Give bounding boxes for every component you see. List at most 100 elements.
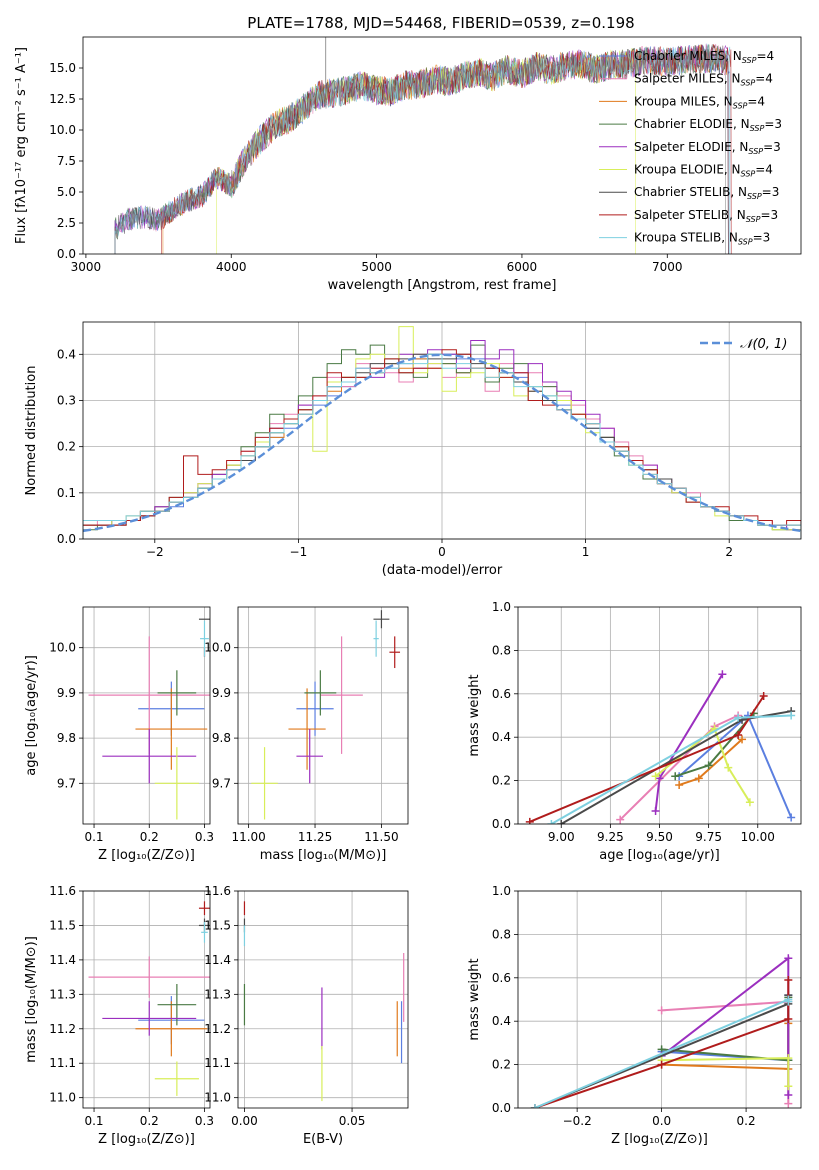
y-axis-label: Normed distribution xyxy=(24,366,39,496)
legend-label: Kroupa ELODIE, NSSP=4 xyxy=(634,163,773,179)
plus-marker xyxy=(704,761,713,770)
y-tick-label: 1.0 xyxy=(492,884,511,898)
panel-mass_vs_EBV: 0.00 0.05 11.0 11.1 11.2 11.3 11.4 11.5 11.6 E(B-… xyxy=(204,884,409,1147)
spectrum-line xyxy=(114,43,731,254)
y-tick-label: 12.5 xyxy=(49,92,76,106)
panel-age_vs_Z: 0.1 0.2 0.3 9.7 9.8 9.9 10.0 Z [log₁₀(Z/Z⊙)] age… xyxy=(24,606,214,863)
plot-area xyxy=(88,618,210,820)
x-axis-label: Z [log₁₀(Z/Z⊙)] xyxy=(98,1132,195,1147)
y-tick-label: 0.2 xyxy=(492,774,511,788)
axes-frame xyxy=(82,890,211,1109)
plus-marker xyxy=(671,772,680,781)
x-tick-label: 2 xyxy=(725,545,733,559)
panel-spectrum: 3000 4000 5000 6000 7000 0.0 2.5 5.0 7.5 10.0 12.5… xyxy=(14,36,802,293)
y-tick-label: 10.0 xyxy=(49,123,76,137)
plus-marker xyxy=(759,691,768,700)
weight-line xyxy=(654,726,751,803)
spectrum-line xyxy=(161,44,732,254)
y-tick-label: 11.3 xyxy=(204,987,231,1001)
y-tick-label: 0.8 xyxy=(492,643,511,657)
x-tick-label: 0.05 xyxy=(339,1114,366,1128)
panel-mass_vs_Z: 0.1 0.2 0.3 11.0 11.1 11.2 11.3 11.4 11.5 11.6 Z [… xyxy=(24,884,214,1147)
x-tick-label: 4000 xyxy=(216,260,247,274)
y-tick-label: 11.5 xyxy=(204,918,231,932)
y-tick-label: 7.5 xyxy=(57,154,76,168)
x-tick-label: 6000 xyxy=(507,260,538,274)
y-tick-label: 0.0 xyxy=(492,817,511,831)
y-tick-label: 11.5 xyxy=(49,918,76,932)
spectrum-line xyxy=(114,44,726,254)
error-point xyxy=(304,670,337,716)
x-axis-label: mass [log₁₀(M/M⊙)] xyxy=(260,848,387,863)
plus-marker xyxy=(675,780,684,789)
plot-area xyxy=(251,610,401,820)
x-axis-label: age [log₁₀(age/yr)] xyxy=(599,848,720,863)
y-tick-label: 5.0 xyxy=(57,185,76,199)
plus-marker xyxy=(784,954,793,963)
x-axis-label: Z [log₁₀(Z/Z⊙)] xyxy=(611,1132,708,1147)
y-tick-label: 0.3 xyxy=(57,393,76,407)
x-tick-label: −0.2 xyxy=(563,1114,592,1128)
error-point xyxy=(135,688,208,770)
y-tick-label: 0.2 xyxy=(492,1058,511,1072)
plot-area xyxy=(525,670,796,824)
legend-label: Kroupa STELIB, NSSP=3 xyxy=(634,231,770,247)
x-tick-label: 9.25 xyxy=(597,830,624,844)
x-tick-label: 0.3 xyxy=(195,1114,214,1128)
y-tick-label: 11.1 xyxy=(204,1056,231,1070)
plus-marker xyxy=(738,735,747,744)
error-point xyxy=(296,729,323,784)
y-axis-label: mass weight xyxy=(467,674,482,756)
y-tick-label: 9.8 xyxy=(57,731,76,745)
error-point xyxy=(373,620,379,657)
error-point xyxy=(251,747,278,820)
x-tick-label: 11.00 xyxy=(231,830,265,844)
plus-marker xyxy=(784,997,793,1006)
plus-marker xyxy=(784,975,793,984)
x-tick-label: 0.2 xyxy=(737,1114,756,1128)
y-tick-label: 11.2 xyxy=(49,1022,76,1036)
error-point xyxy=(102,729,197,784)
panel-weight_vs_age: 9.00 9.25 9.50 9.75 10.00 0.0 0.2 0.4 0.6 0.8 1.0 a… xyxy=(467,600,802,863)
plus-marker xyxy=(787,711,796,720)
x-axis-label: wavelength [Angstrom, rest frame] xyxy=(328,278,557,293)
y-tick-label: 0.2 xyxy=(57,440,76,454)
y-tick-label: 0.0 xyxy=(492,1101,511,1115)
plot-area xyxy=(83,326,801,539)
x-tick-label: 9.50 xyxy=(646,830,673,844)
y-tick-label: 0.6 xyxy=(492,971,511,985)
figure-title: PLATE=1788, MJD=54468, FIBERID=0539, z=0… xyxy=(247,14,634,32)
normal-curve xyxy=(83,353,801,533)
plus-marker xyxy=(787,813,796,822)
error-point xyxy=(88,956,210,998)
plot-area xyxy=(243,901,405,1102)
x-axis-label: Z [log₁₀(Z/Z⊙)] xyxy=(98,848,195,863)
y-tick-label: 0.1 xyxy=(57,486,76,500)
x-tick-label: 7000 xyxy=(652,260,683,274)
axes-frame xyxy=(517,890,802,1109)
plus-marker xyxy=(784,1015,793,1024)
plus-marker xyxy=(734,713,743,722)
legend-label: 𝒩(0, 1) xyxy=(740,337,787,352)
legend-label: Kroupa MILES, NSSP=4 xyxy=(634,94,765,110)
y-tick-label: 2.5 xyxy=(57,216,76,230)
panel-age_vs_mass: 11.00 11.25 11.50 9.7 9.8 9.9 10.0 mass [log₁₀(… xyxy=(204,606,409,863)
axes-frame xyxy=(237,606,409,825)
error-point xyxy=(154,747,199,820)
y-tick-label: 9.9 xyxy=(212,686,231,700)
y-axis-label: mass [log₁₀(M/M⊙)] xyxy=(24,936,39,1063)
x-tick-label: 11.50 xyxy=(364,830,398,844)
x-tick-label: 11.25 xyxy=(298,830,332,844)
y-tick-label: 11.0 xyxy=(49,1091,76,1105)
x-tick-label: 3000 xyxy=(71,260,102,274)
plus-marker xyxy=(745,798,754,807)
x-tick-label: 0 xyxy=(438,545,446,559)
y-tick-label: 11.0 xyxy=(204,1091,231,1105)
plus-marker xyxy=(651,806,660,815)
x-tick-label: −2 xyxy=(146,545,164,559)
y-tick-label: 0.4 xyxy=(57,347,76,361)
x-axis-label: E(B-V) xyxy=(303,1132,343,1147)
x-tick-label: 0.00 xyxy=(231,1114,258,1128)
y-tick-label: 11.4 xyxy=(49,953,76,967)
y-tick-label: 9.7 xyxy=(212,776,231,790)
